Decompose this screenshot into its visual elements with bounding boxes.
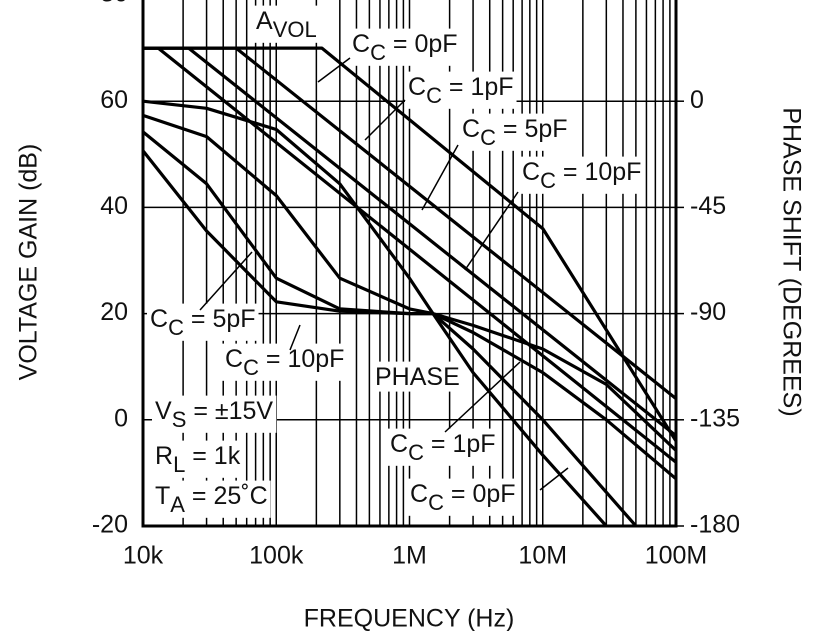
- annotation-subscript: L: [173, 452, 185, 477]
- y2-tick-label: -90: [690, 298, 726, 326]
- annotation-rest: = 0pF: [386, 30, 458, 58]
- y2-tick-label: -135: [690, 404, 740, 432]
- series-line: [142, 99, 608, 528]
- annotation-subscript: C: [428, 490, 444, 515]
- annotation: CC = 10pF: [522, 158, 641, 193]
- annotation-subscript: C: [426, 83, 442, 108]
- annotation: CC = 1pF: [408, 73, 514, 108]
- annotation-text: C: [410, 480, 428, 508]
- annotation-rest: = 25˚C: [185, 482, 268, 510]
- annotation: VS = ±15V: [155, 397, 273, 432]
- annotation-subscript: C: [370, 40, 386, 65]
- annotation-rest: = 1pF: [424, 430, 496, 458]
- annotation: RL = 1k: [155, 442, 241, 477]
- y-tick-label: 80: [100, 0, 128, 8]
- annotation-subscript: C: [480, 125, 496, 150]
- annotation-rest: = 10pF: [259, 345, 344, 373]
- y-tick-label: 0: [114, 404, 128, 432]
- y2-tick-label: 0: [690, 86, 704, 114]
- x-tick-label: 10M: [518, 542, 567, 570]
- label-background: [405, 71, 517, 109]
- leader-line: [539, 467, 569, 491]
- annotation-text: C: [225, 345, 243, 373]
- plot-frame: [141, 0, 678, 528]
- y-tick-label: 60: [100, 86, 128, 114]
- annotation-text: C: [150, 305, 168, 333]
- annotation-text: PHASE: [375, 363, 460, 391]
- annotation-rest: = 5pF: [184, 305, 256, 333]
- annotation-rest: = 1k: [185, 442, 240, 470]
- y-tick-label: 20: [100, 298, 128, 326]
- annotation-text: A: [256, 7, 273, 35]
- annotation: CC = 10pF: [225, 345, 344, 380]
- annotation-subscript: S: [172, 407, 187, 432]
- y2-tick-label: -180: [690, 511, 740, 539]
- series-line: [141, 149, 678, 452]
- label-background: [387, 428, 499, 466]
- x-tick-label: 10k: [123, 542, 164, 570]
- y2-tick-label: -45: [690, 192, 726, 220]
- lines: [141, 46, 678, 528]
- y-tick-label: 40: [100, 192, 128, 220]
- annotation-subscript: C: [408, 440, 424, 465]
- label-background: [152, 395, 277, 433]
- label-background: [222, 343, 348, 381]
- x-tick-label: 100M: [645, 542, 708, 570]
- annotation: CC = 0pF: [410, 480, 516, 515]
- annotation: CC = 1pF: [390, 430, 496, 465]
- annotation-rest: = ±15V: [186, 397, 273, 425]
- leader-line: [289, 324, 301, 351]
- annotation-text: C: [408, 73, 426, 101]
- label-background: [152, 440, 244, 478]
- annotation-subscript: C: [243, 355, 259, 380]
- annotation: PHASE: [375, 363, 460, 391]
- annotation-subscript: C: [540, 168, 556, 193]
- x-tick-label: 1M: [392, 542, 427, 570]
- annotation-text: C: [462, 115, 480, 143]
- x-axis-title: FREQUENCY (Hz): [304, 605, 515, 631]
- label-background: [372, 361, 463, 392]
- annotation-subscript: C: [168, 315, 184, 340]
- leader-line: [444, 361, 521, 433]
- annotation-rest: = 10pF: [556, 158, 641, 186]
- y-axis-title: VOLTAGE GAIN (dB): [15, 144, 43, 381]
- label-background: [253, 5, 320, 43]
- annotation-text: R: [155, 442, 173, 470]
- label-background: [519, 156, 645, 194]
- annotation: CC = 0pF: [352, 30, 458, 65]
- leader-line: [464, 191, 519, 271]
- leader-line: [199, 251, 253, 311]
- annotation-rest: = 0pF: [444, 480, 516, 508]
- annotation: CC = 5pF: [462, 115, 568, 150]
- annotation-text: C: [352, 30, 370, 58]
- labels: 10k 100k 1M 10M 100M -20 0 20 40 60 80 0 -45 -90 -135 -…: [92, 0, 740, 570]
- label-background: [407, 478, 519, 516]
- annotation-text: C: [390, 430, 408, 458]
- annotation-text: C: [522, 158, 540, 186]
- series-line: [143, 46, 677, 464]
- annotation-rest: = 1pF: [442, 73, 514, 101]
- label-background: [147, 303, 259, 341]
- annotation-subscript: VOL: [273, 17, 317, 42]
- y2-axis-title: PHASE SHIFT (DEGREES): [777, 107, 805, 416]
- leader-line: [317, 57, 351, 83]
- label-background: [459, 113, 571, 151]
- annotation-text: V: [155, 397, 172, 425]
- leader-line: [364, 99, 406, 141]
- label-background: [349, 28, 461, 66]
- label-background: [152, 480, 271, 518]
- x-tick-label: 100k: [249, 542, 304, 570]
- annotation: TA = 25˚C: [155, 482, 268, 517]
- annotation: AVOL: [256, 7, 317, 42]
- annotation-rest: = 5pF: [496, 115, 568, 143]
- annotation: CC = 5pF: [150, 305, 256, 340]
- series-line: [142, 113, 638, 528]
- annotation-text: T: [155, 482, 170, 510]
- annotation-subscript: A: [170, 492, 185, 517]
- y-tick-label: -20: [92, 511, 128, 539]
